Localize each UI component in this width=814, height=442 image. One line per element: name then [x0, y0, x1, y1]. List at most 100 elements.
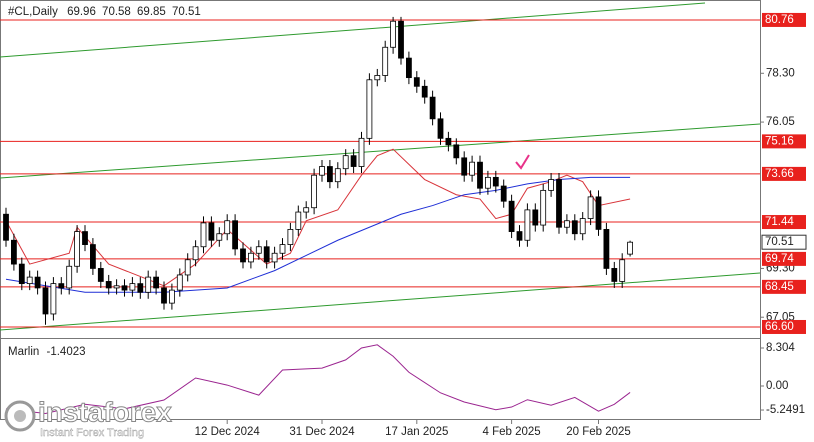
y-tick-label: -5.2491 — [766, 404, 805, 416]
candle-body — [66, 265, 73, 289]
candle-body — [90, 244, 96, 269]
candle-body — [358, 137, 365, 167]
y-tick-label: 78.30 — [766, 67, 795, 79]
candle-body — [184, 259, 191, 276]
candle-body — [303, 207, 310, 213]
candle-body — [453, 144, 460, 159]
candle-body — [279, 244, 286, 254]
candle-body — [374, 75, 381, 81]
candle-body — [34, 276, 41, 289]
candle-body — [587, 196, 594, 219]
candle-body — [113, 285, 120, 289]
candle-body — [382, 46, 389, 76]
y-tick-label: 8.304 — [766, 342, 795, 354]
candle-body — [405, 57, 412, 79]
candle-body — [18, 263, 25, 285]
level-label: 71.44 — [765, 216, 794, 228]
candle-body — [208, 222, 215, 241]
candle-body — [129, 283, 136, 291]
candle-body — [564, 220, 570, 228]
candle-body — [168, 289, 175, 304]
indicator-name: Marlin — [8, 346, 39, 358]
candle-body — [240, 248, 246, 263]
candle-body — [105, 281, 112, 289]
candle-body — [516, 231, 523, 241]
candle-body — [421, 85, 428, 98]
candle-body — [469, 161, 476, 176]
x-tick-label: 4 Feb 2025 — [483, 426, 541, 438]
candle-body — [42, 287, 49, 315]
candle-body — [548, 179, 554, 191]
candle-body — [611, 268, 618, 282]
moving-average — [5, 148, 631, 287]
level-label: 68.45 — [765, 281, 794, 293]
candle-body — [398, 20, 404, 59]
level-label: 80.76 — [765, 14, 794, 26]
candle-body — [82, 231, 88, 245]
logo-icon — [14, 410, 26, 422]
candle-body — [311, 174, 318, 209]
level-label: 75.16 — [765, 135, 794, 147]
indicator-line — [5, 344, 631, 414]
tagline: Instant Forex Trading — [40, 427, 144, 439]
x-tick-label: 20 Feb 2025 — [566, 426, 631, 438]
candle-body — [595, 196, 602, 230]
level-label-box — [762, 166, 806, 181]
candle-body — [532, 209, 539, 226]
candle-body — [192, 246, 199, 261]
candle-body — [74, 231, 80, 267]
price-label: 70.51 — [765, 236, 794, 248]
candle-body — [492, 176, 499, 187]
candle-body — [334, 168, 341, 183]
level-label: 73.66 — [765, 168, 794, 180]
candle-body — [232, 220, 239, 250]
price-label-box — [761, 234, 807, 250]
candle-body — [508, 200, 515, 232]
moving-average — [5, 176, 631, 293]
candle-body — [619, 259, 626, 282]
y-tick-label: 76.05 — [766, 116, 795, 128]
candle-body — [200, 222, 207, 248]
candle-body — [287, 229, 294, 245]
level-label-box — [762, 12, 806, 27]
candle-body — [58, 283, 65, 289]
candle-body — [556, 179, 562, 228]
level-label-box — [762, 251, 806, 266]
candle-body — [295, 211, 302, 230]
indicator-value: -1.4023 — [47, 346, 86, 358]
candle-body — [3, 213, 9, 241]
candle-body — [319, 166, 325, 176]
candle-body — [153, 276, 160, 289]
candle-body — [176, 274, 183, 291]
indicator-label: Marlin -1.4023 — [8, 346, 86, 358]
channel-line — [0, 123, 761, 179]
candle-body — [271, 252, 278, 263]
candle-body — [255, 246, 262, 254]
level-label: 66.60 — [765, 321, 794, 333]
symbol: #CL,Daily — [8, 6, 58, 18]
channel-line — [0, 272, 761, 331]
level-label-box — [762, 134, 806, 149]
candle-body — [540, 189, 547, 226]
candle-body — [263, 246, 270, 263]
candle-body — [50, 283, 57, 315]
candle-body — [524, 209, 531, 241]
brand: instaforex — [38, 396, 172, 427]
level-label-box — [762, 279, 806, 294]
candle-body — [224, 220, 231, 235]
x-tick-label: 31 Dec 2024 — [289, 426, 355, 438]
candle-body — [350, 155, 357, 167]
level-label: 69.74 — [765, 253, 794, 265]
candle-body — [97, 268, 104, 282]
open: 69.96 — [67, 6, 96, 18]
candle-body — [571, 220, 578, 235]
candle-body — [26, 276, 33, 285]
candle-body — [161, 287, 167, 304]
candle-body — [445, 137, 452, 146]
channel-line — [0, 2, 706, 58]
candle-body — [627, 241, 633, 255]
candle-body — [461, 157, 468, 176]
candle-body — [216, 233, 223, 241]
candle-body — [145, 276, 152, 293]
